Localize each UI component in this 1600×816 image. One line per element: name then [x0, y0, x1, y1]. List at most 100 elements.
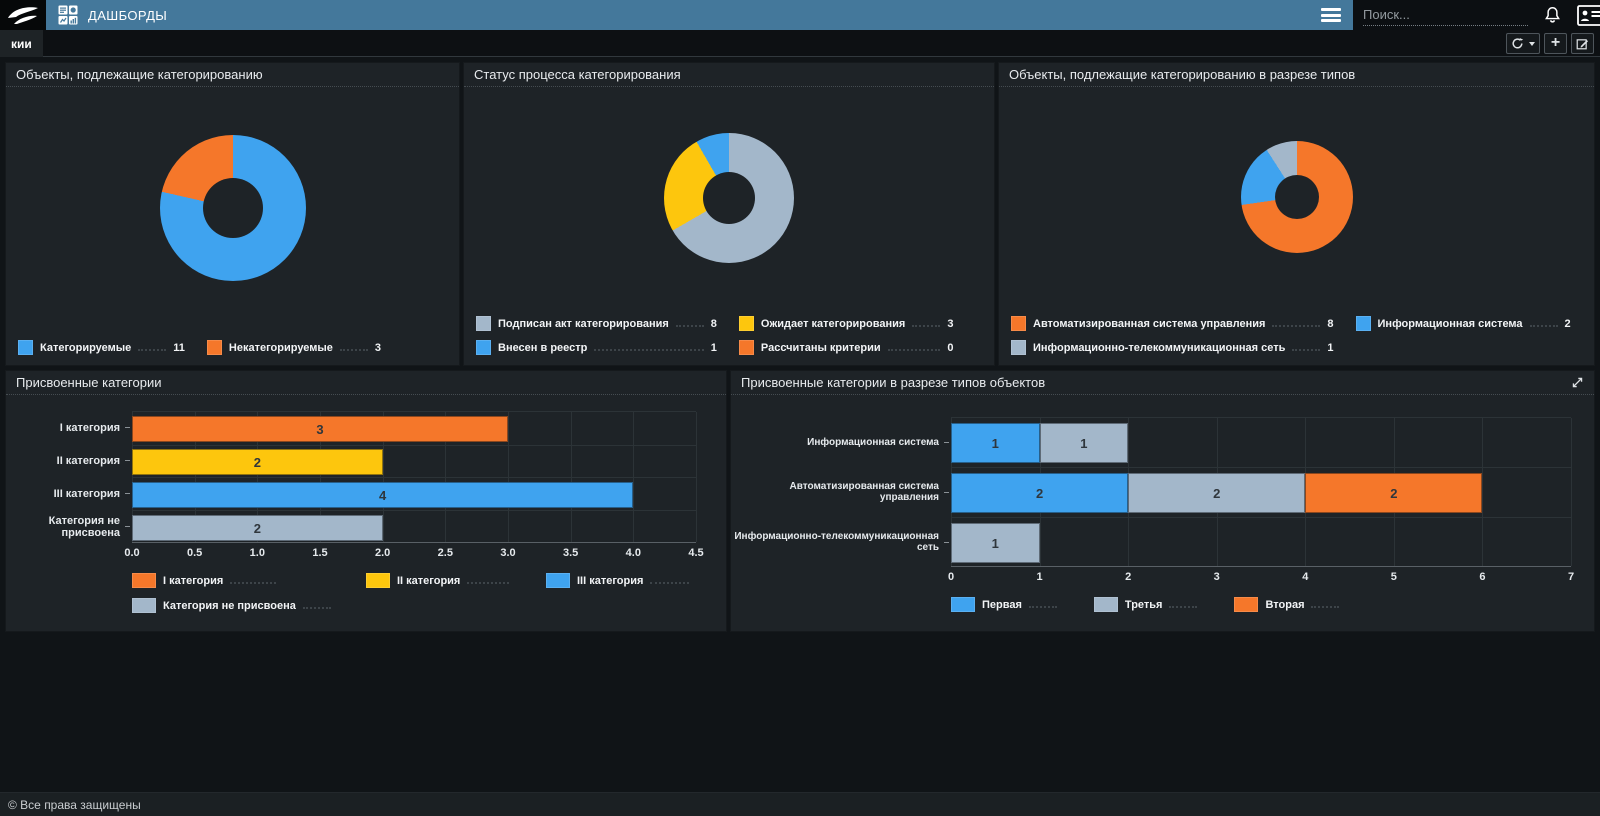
legend-leader: [230, 582, 277, 584]
legend-swatch: [366, 573, 390, 588]
donut-chart-objects[interactable]: [159, 135, 306, 281]
legend-swatch: [206, 340, 222, 355]
legend-value: 3: [947, 317, 954, 330]
legend-swatch: [1011, 316, 1026, 331]
panel-categories-by-object-type: Присвоенные категории в разрезе типов об…: [730, 370, 1595, 632]
donut-chart-status[interactable]: [664, 133, 794, 263]
legend-value: 11: [173, 341, 185, 354]
legend-leader: [1272, 325, 1321, 327]
legend-value: 3: [374, 341, 382, 354]
panel-objects-to-categorize: Объекты, подлежащие категорированию Кате…: [5, 62, 460, 366]
axis-tick-label: 0: [947, 571, 955, 583]
add-dashboard-button[interactable]: +: [1544, 33, 1567, 54]
bar[interactable]: 4: [132, 481, 634, 508]
panel-title: Присвоенные категории: [16, 375, 162, 390]
axis-tick-label: 1: [1036, 571, 1043, 583]
bar-segment[interactable]: 2: [1128, 473, 1306, 513]
legend-swatch: [546, 573, 570, 588]
legend-label: Рассчитаны критерии: [760, 341, 881, 354]
axis-tick-label: 6: [1479, 571, 1486, 583]
legend-item[interactable]: Подписан акт категорирования 8: [476, 316, 717, 331]
bar[interactable]: 2: [132, 448, 383, 475]
bar-row: 2: [132, 511, 696, 544]
chart-legend: Автоматизированная система управления 8 Ин…: [1011, 316, 1582, 355]
axis-tick-label: 3.5: [563, 547, 579, 559]
legend-item[interactable]: Третья: [1093, 597, 1205, 612]
bar-chart-plot: 3 2 4 2: [132, 411, 697, 544]
tab-kii[interactable]: кии: [0, 30, 43, 57]
header-bar: ДАШБОРДЫ: [46, 0, 1353, 30]
axis-tick-label: 0.0: [124, 547, 140, 559]
category-label: Категория не присвоена: [6, 510, 132, 543]
caret-down-icon: [1529, 42, 1535, 49]
refresh-button[interactable]: [1506, 33, 1540, 54]
legend-swatch: [738, 316, 754, 331]
legend-item[interactable]: Некатегорируемые 3: [206, 340, 382, 355]
dashboards-icon: [58, 5, 78, 25]
legend-item[interactable]: Автоматизированная система управления 8: [1011, 316, 1334, 331]
legend-swatch: [476, 340, 491, 355]
bar[interactable]: 3: [132, 415, 508, 442]
legend-item[interactable]: I категория: [132, 573, 336, 588]
panel-title: Статус процесса категорирования: [474, 67, 681, 82]
legend-value: 2: [1564, 317, 1571, 330]
legend-leader: [594, 349, 704, 351]
legend-leader: [1292, 349, 1321, 351]
bar-chart-category-labels: I категория II категория III категория Кате…: [6, 411, 132, 631]
bar[interactable]: 2: [132, 514, 383, 541]
bar-row: 2: [132, 445, 696, 478]
legend-label: III категория: [577, 574, 644, 587]
legend-label: Некатегорируемые: [228, 341, 333, 354]
legend-item[interactable]: Категория не присвоена: [132, 598, 336, 613]
legend-label: Подписан акт категорирования: [498, 317, 669, 330]
axis-tick-label: 4: [1302, 571, 1309, 583]
legend-swatch: [951, 597, 975, 612]
menu-icon[interactable]: [1321, 8, 1341, 22]
axis-tick-label: 4.5: [688, 547, 704, 559]
bar-row: 1: [951, 518, 1571, 568]
legend-item[interactable]: Первая: [951, 597, 1064, 612]
logo-bird-icon: [8, 7, 38, 24]
bar-segment[interactable]: 1: [1039, 423, 1129, 463]
legend-item[interactable]: Информационная система 2: [1355, 316, 1571, 331]
legend-item[interactable]: Категорируемые 11: [18, 340, 185, 355]
category-label: Информационно-телекоммуникационная сеть: [731, 517, 951, 567]
contacts-card-icon[interactable]: [1577, 4, 1600, 26]
search-input[interactable]: [1363, 4, 1528, 26]
dashboard-toolbar: +: [1506, 33, 1594, 54]
notifications-bell-icon[interactable]: [1542, 5, 1563, 26]
legend-item[interactable]: III категория: [546, 573, 696, 588]
chart-legend: Первая Третья Вторая: [951, 597, 1571, 612]
panel-title: Присвоенные категории в разрезе типов об…: [741, 375, 1046, 390]
axis-tick-label: 7: [1567, 571, 1575, 583]
legend-label: Внесен в реестр: [498, 341, 588, 354]
axis-tick-label: 2.0: [375, 547, 391, 559]
category-label: Информационная система: [731, 417, 951, 467]
bar-row: 3: [132, 412, 696, 445]
legend-swatch: [1355, 316, 1371, 331]
bar-segment[interactable]: 2: [951, 473, 1129, 513]
app-logo[interactable]: [0, 0, 46, 30]
legend-value: 1: [710, 341, 717, 354]
axis-tick-label: 1.5: [312, 547, 328, 559]
legend-item[interactable]: Вторая: [1234, 597, 1346, 612]
legend-item[interactable]: Информационно-телекоммуникационная сеть 1: [1011, 340, 1334, 355]
legend-label: I категория: [163, 574, 224, 587]
expand-panel-icon[interactable]: [1571, 376, 1584, 389]
legend-item[interactable]: II категория: [366, 573, 516, 588]
legend-item[interactable]: Ожидает категорирования 3: [738, 316, 954, 331]
bar-row: 4: [132, 478, 696, 511]
legend-label: Вторая: [1265, 598, 1305, 611]
legend-item[interactable]: Внесен в реестр 1: [476, 340, 717, 355]
bar-segment[interactable]: 2: [1305, 473, 1483, 513]
tab-bar: кии +: [0, 30, 1600, 57]
panel-title: Объекты, подлежащие категорированию в ра…: [1009, 67, 1356, 82]
legend-label: II категория: [397, 574, 461, 587]
legend-item[interactable]: Рассчитаны критерии 0: [738, 340, 953, 355]
edit-dashboard-button[interactable]: [1571, 33, 1594, 54]
donut-chart-types[interactable]: [1240, 141, 1353, 253]
bar-segment[interactable]: 1: [951, 523, 1040, 563]
bar-segment[interactable]: 1: [951, 423, 1040, 463]
legend-label: Категория не присвоена: [163, 599, 296, 612]
